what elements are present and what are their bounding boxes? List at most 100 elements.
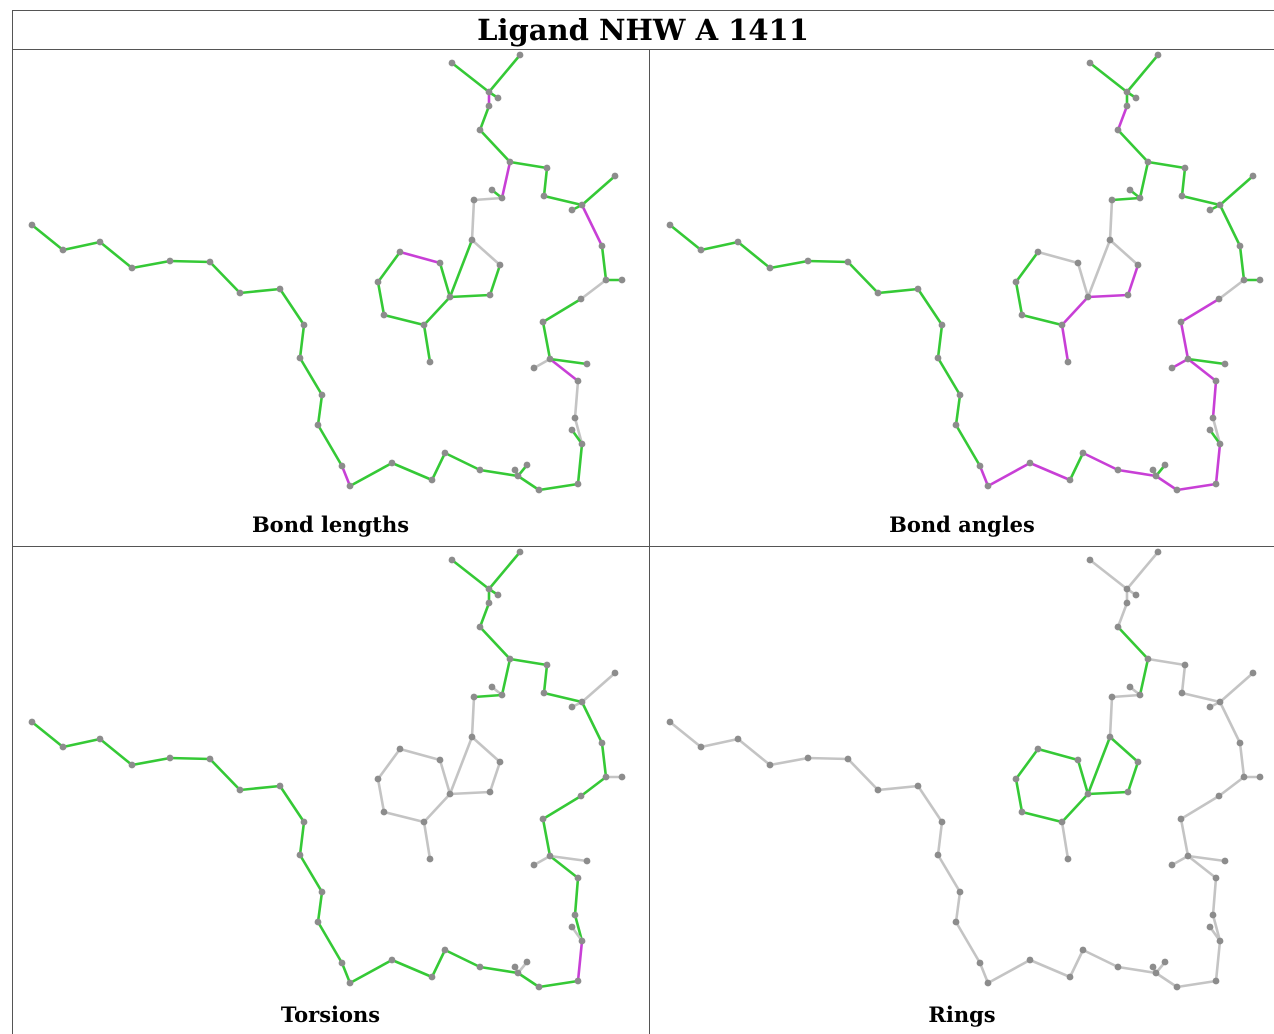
- atom-c17: [1079, 449, 1087, 457]
- bond-c32-c33: [508, 657, 549, 667]
- bond-c21-c22: [576, 442, 584, 486]
- bond-c8-c9: [916, 784, 944, 824]
- atom-r7: [380, 808, 388, 816]
- atom-c31: [540, 192, 548, 200]
- bond-c7-c8: [238, 287, 282, 295]
- atom-c31: [1178, 192, 1186, 200]
- atom-c35: [1114, 126, 1122, 134]
- bond-r3-r4: [1126, 760, 1140, 794]
- bond-c2-c3: [699, 737, 740, 749]
- atom-b8: [1149, 963, 1157, 971]
- atom-c34: [1136, 691, 1144, 699]
- atom-c25: [546, 355, 554, 363]
- bond-c27-c28: [579, 775, 608, 798]
- bond-r8-r9: [376, 747, 402, 781]
- bond-r9-r10: [398, 747, 442, 762]
- bond-r4-r5: [1086, 790, 1130, 796]
- atom-r4: [1124, 291, 1132, 299]
- bond-c25-c26: [1179, 817, 1190, 858]
- atom-c21: [1212, 480, 1220, 488]
- atom-c33: [1144, 655, 1152, 663]
- bond-c34-r1: [472, 693, 504, 699]
- atom-r4: [486, 788, 494, 796]
- atom-r2: [1106, 236, 1114, 244]
- atom-c2: [697, 743, 705, 751]
- atom-c39: [516, 51, 524, 59]
- bond-c31-c32: [542, 663, 549, 695]
- atom-b6: [568, 426, 576, 434]
- bond-c14-c15: [986, 461, 1032, 488]
- atom-c5: [804, 257, 812, 265]
- atom-r8: [1012, 775, 1020, 783]
- bond-c34-r1: [1110, 693, 1142, 699]
- bond-c24-c25: [1186, 357, 1218, 383]
- atom-b2: [611, 172, 619, 180]
- bond-c8-c9: [278, 287, 306, 327]
- atom-b5: [1221, 857, 1229, 865]
- atom-c36: [1123, 102, 1131, 110]
- bond-r9-r10: [398, 250, 442, 265]
- atom-r5: [446, 293, 454, 301]
- atom-c22: [578, 937, 586, 945]
- atom-c6: [206, 258, 214, 266]
- bond-c15-c16: [1028, 958, 1072, 979]
- atom-r1: [470, 693, 478, 701]
- bond-r10-r5: [438, 758, 452, 796]
- atom-c8: [914, 285, 922, 293]
- bond-c37-c38: [450, 61, 491, 94]
- atom-b6: [1206, 426, 1214, 434]
- bond-r8-r9: [1014, 747, 1040, 781]
- bond-c12-c13: [316, 423, 344, 468]
- bond-c2-c3: [61, 737, 102, 749]
- bond-c6-c7: [846, 260, 880, 295]
- bond-c5-c6: [168, 756, 212, 761]
- bond-c10-c11: [298, 356, 324, 397]
- bond-c14-c15: [348, 461, 394, 488]
- bond-r3-r4: [488, 760, 502, 794]
- bond-c37-c38: [1088, 61, 1129, 94]
- bond-c17-c18: [443, 451, 482, 472]
- bond-c21-c22: [576, 939, 584, 983]
- atom-c9: [938, 321, 946, 329]
- bond-c30-c31: [542, 194, 584, 207]
- atom-r3: [496, 758, 504, 766]
- atom-c6: [844, 258, 852, 266]
- atom-c27: [577, 295, 585, 303]
- bond-r6-r7: [1020, 313, 1064, 327]
- atom-c16: [428, 973, 436, 981]
- atom-r11: [1064, 855, 1072, 863]
- bond-r6-r7: [382, 313, 426, 327]
- bond-c10-c11: [936, 356, 962, 397]
- column-divider: [649, 49, 650, 1034]
- bond-c5-c6: [806, 259, 850, 264]
- bond-r3-r4: [488, 263, 502, 297]
- atom-c13: [338, 959, 346, 967]
- bond-c28-c29: [1238, 244, 1246, 282]
- atom-r10: [436, 259, 444, 267]
- atom-r11: [1064, 358, 1072, 366]
- atom-c31: [540, 689, 548, 697]
- bond-c25-c26: [1179, 320, 1190, 361]
- caption-bond-angles: Bond angles: [889, 512, 1035, 537]
- bond-c25-b5: [548, 854, 589, 863]
- bond-c7-c8: [876, 784, 920, 792]
- atom-b6: [568, 923, 576, 931]
- bond-c1-c2: [30, 223, 65, 252]
- atom-r2: [468, 236, 476, 244]
- bond-c33-c34: [500, 657, 512, 697]
- atom-r10: [1074, 756, 1082, 764]
- bond-r7-r8: [376, 777, 386, 814]
- bond-r4-r5: [1086, 293, 1130, 299]
- atom-c13: [976, 959, 984, 967]
- bond-r5-r6: [1060, 792, 1090, 824]
- row-divider: [12, 546, 1274, 547]
- bond-c6-c7: [208, 260, 242, 295]
- atom-c28: [1240, 773, 1248, 781]
- bond-c9-c10: [298, 323, 306, 360]
- atom-c2: [697, 246, 705, 254]
- bond-r1-r2: [470, 198, 476, 242]
- atom-c33: [506, 655, 514, 663]
- bond-c12-c13: [954, 920, 982, 965]
- bond-c29-c30: [1218, 700, 1242, 745]
- atom-c24: [574, 377, 582, 385]
